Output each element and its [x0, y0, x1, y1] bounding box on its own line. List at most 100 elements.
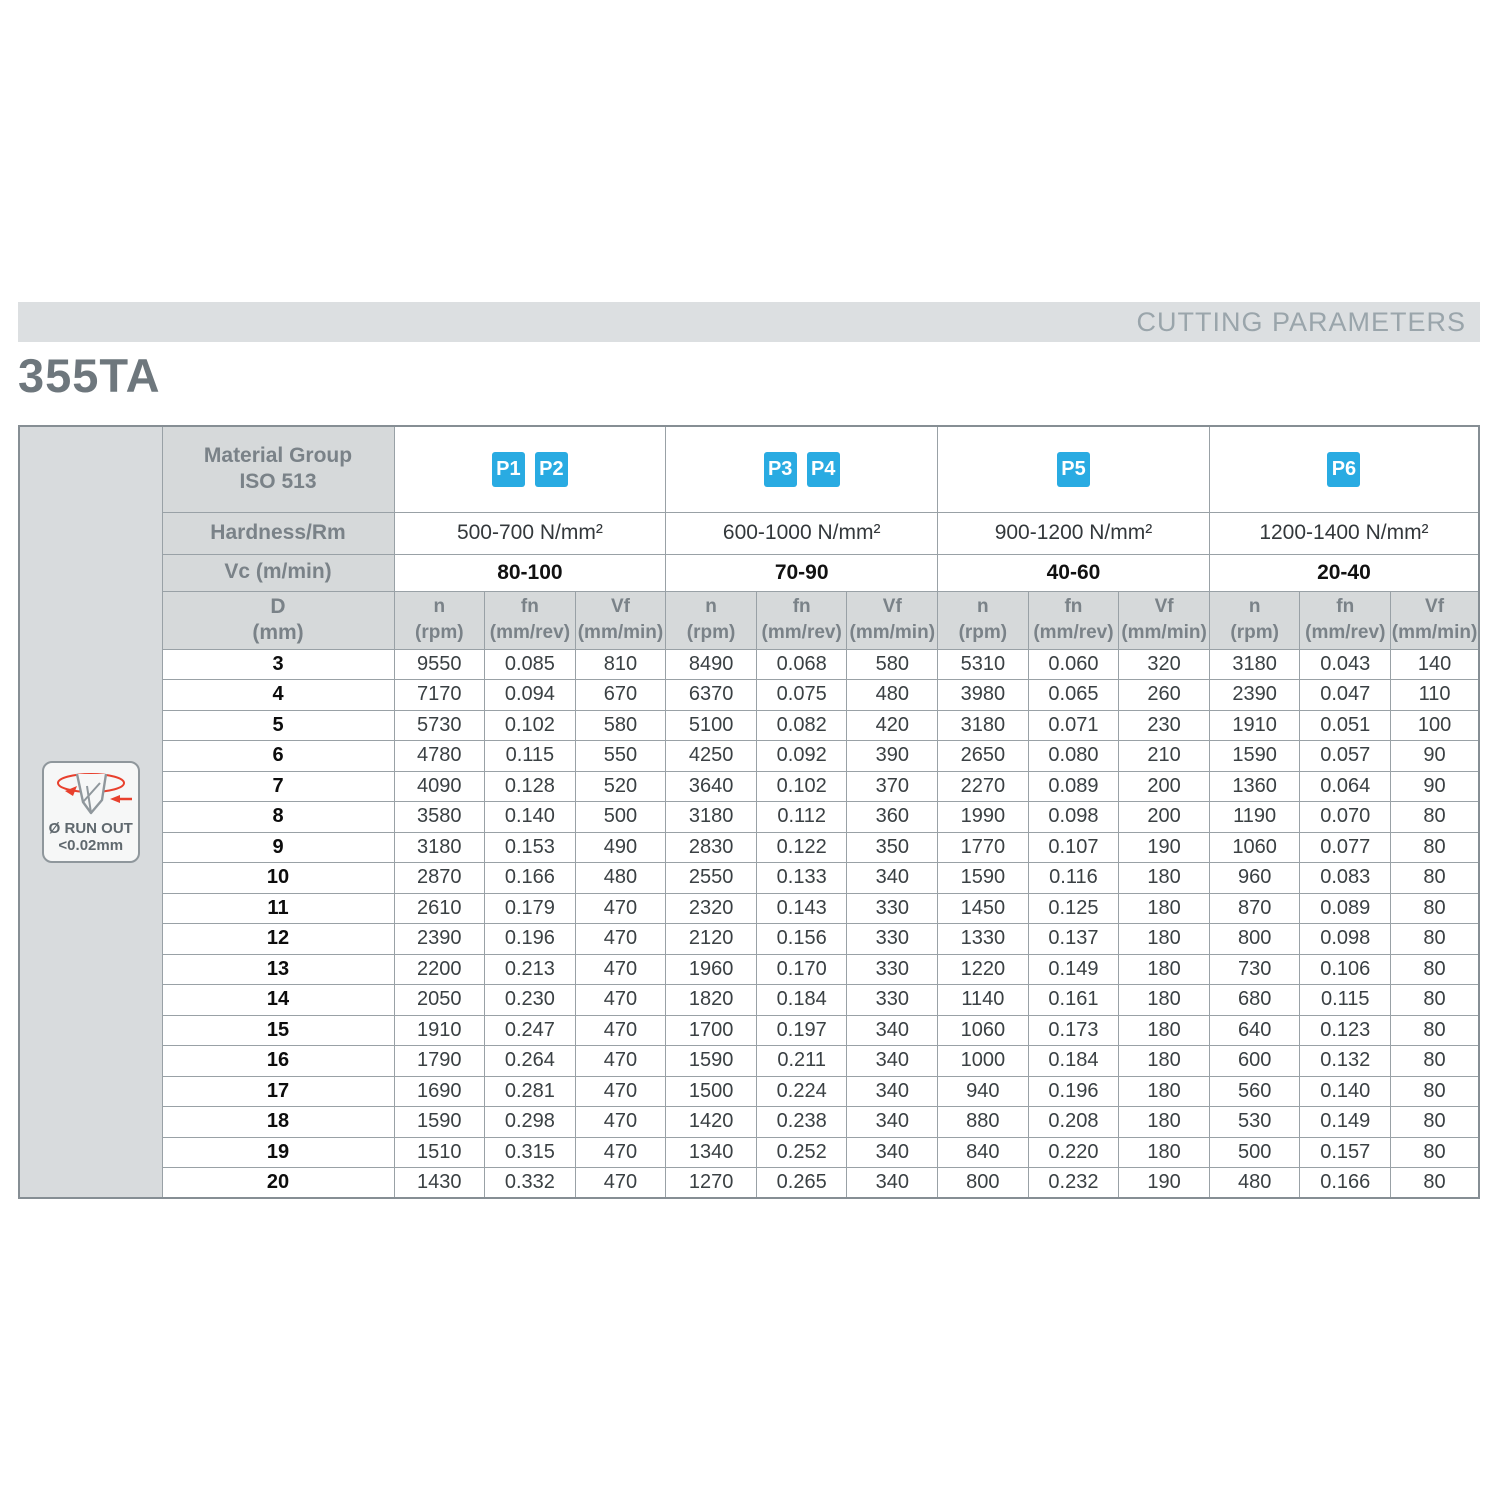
param-value: 0.153 — [484, 831, 576, 863]
param-value: 340 — [846, 862, 939, 894]
param-value: 180 — [1118, 862, 1210, 894]
vc-value: 40-60 — [937, 553, 1210, 592]
param-value: 180 — [1118, 1075, 1210, 1107]
table-row: 16 1790 0.264 470 1590 0.211 340 1000 0.184 180 60… — [19, 1045, 1480, 1077]
d-mm-value: 11 — [161, 892, 395, 924]
table-row: 6 4780 0.115 550 4250 0.092 390 2650 0.080 210 159… — [19, 740, 1480, 772]
param-value: 0.252 — [755, 1136, 848, 1168]
param-value: 1790 — [393, 1045, 486, 1077]
param-value: 640 — [1208, 1014, 1301, 1046]
param-value: 480 — [846, 679, 939, 711]
param-value: 550 — [574, 740, 667, 772]
runout-label: Ø RUN OUT — [48, 819, 133, 837]
param-value: 0.083 — [1299, 862, 1392, 894]
group-p5-cell: P5 — [937, 425, 1210, 513]
param-value: 1910 — [393, 1014, 486, 1046]
vf-header: Vf (mm/min) — [1390, 590, 1480, 650]
param-value: 1140 — [937, 984, 1029, 1016]
param-value: 3180 — [393, 831, 486, 863]
param-value: 580 — [574, 709, 667, 741]
param-value: 180 — [1118, 984, 1210, 1016]
param-value: 80 — [1390, 1075, 1480, 1107]
param-value: 0.166 — [1299, 1167, 1392, 1199]
param-value: 0.211 — [755, 1045, 848, 1077]
fn-header: fn (mm/rev) — [755, 590, 848, 650]
param-value: 330 — [846, 892, 939, 924]
param-value: 0.332 — [484, 1167, 576, 1199]
param-value: 140 — [1390, 648, 1480, 680]
param-value: 0.166 — [484, 862, 576, 894]
param-value: 0.094 — [484, 679, 576, 711]
param-value: 0.184 — [1027, 1045, 1120, 1077]
param-value: 960 — [1208, 862, 1301, 894]
param-value: 800 — [1208, 923, 1301, 955]
param-value: 0.157 — [1299, 1136, 1392, 1168]
param-value: 0.122 — [755, 831, 848, 863]
param-value: 810 — [574, 648, 667, 680]
param-value: 2320 — [665, 892, 757, 924]
hardness-value: 1200-1400 N/mm² — [1208, 511, 1480, 555]
param-value: 0.123 — [1299, 1014, 1392, 1046]
param-value: 0.196 — [1027, 1075, 1120, 1107]
param-value: 3640 — [665, 770, 757, 802]
param-value: 470 — [574, 1106, 667, 1138]
param-value: 670 — [574, 679, 667, 711]
param-value: 0.102 — [755, 770, 848, 802]
param-value: 0.264 — [484, 1045, 576, 1077]
table-row: 3 9550 0.085 810 8490 0.068 580 5310 0.060 320 318… — [19, 648, 1480, 680]
param-value: 1590 — [665, 1045, 757, 1077]
param-value: 1450 — [937, 892, 1029, 924]
param-value: 0.224 — [755, 1075, 848, 1107]
param-value: 2550 — [665, 862, 757, 894]
param-value: 0.115 — [484, 740, 576, 772]
param-value: 0.106 — [1299, 953, 1392, 985]
param-value: 1270 — [665, 1167, 757, 1199]
vc-value: 20-40 — [1208, 553, 1480, 592]
param-value: 80 — [1390, 953, 1480, 985]
param-value: 90 — [1390, 770, 1480, 802]
param-value: 2270 — [937, 770, 1029, 802]
d-mm-value: 20 — [161, 1167, 395, 1199]
param-value: 6370 — [665, 679, 757, 711]
param-value: 480 — [1208, 1167, 1301, 1199]
param-value: 0.208 — [1027, 1106, 1120, 1138]
param-value: 0.281 — [484, 1075, 576, 1107]
d-mm-value: 18 — [161, 1106, 395, 1138]
param-value: 3980 — [937, 679, 1029, 711]
section-header-label: CUTTING PARAMETERS — [1136, 307, 1466, 337]
param-value: 9550 — [393, 648, 486, 680]
param-value: 530 — [1208, 1106, 1301, 1138]
table-row: 7 4090 0.128 520 3640 0.102 370 2270 0.089 200 136… — [19, 770, 1480, 802]
param-value: 1360 — [1208, 770, 1301, 802]
hardness-value: 600-1000 N/mm² — [665, 511, 939, 555]
param-value: 5730 — [393, 709, 486, 741]
param-value: 2650 — [937, 740, 1029, 772]
param-value: 340 — [846, 1045, 939, 1077]
param-value: 4780 — [393, 740, 486, 772]
n-rpm-header: n (rpm) — [665, 590, 757, 650]
group-p6-cell: P6 — [1208, 425, 1480, 513]
table-row: 15 1910 0.247 470 1700 0.197 340 1060 0.173 180 64… — [19, 1014, 1480, 1046]
fn-header: fn (mm/rev) — [484, 590, 576, 650]
param-value: 3580 — [393, 801, 486, 833]
param-value: 0.098 — [1027, 801, 1120, 833]
table-row: 4 7170 0.094 670 6370 0.075 480 3980 0.065 260 239… — [19, 679, 1480, 711]
param-value: 100 — [1390, 709, 1480, 741]
param-value: 470 — [574, 1014, 667, 1046]
param-value: 0.133 — [755, 862, 848, 894]
param-value: 0.089 — [1299, 892, 1392, 924]
param-value: 0.197 — [755, 1014, 848, 1046]
table-row: 10 2870 0.166 480 2550 0.133 340 1590 0.116 180 96… — [19, 862, 1480, 894]
param-value: 1060 — [937, 1014, 1029, 1046]
param-value: 330 — [846, 923, 939, 955]
param-value: 0.140 — [1299, 1075, 1392, 1107]
param-value: 5100 — [665, 709, 757, 741]
param-value: 3180 — [1208, 648, 1301, 680]
fn-header: fn (mm/rev) — [1027, 590, 1120, 650]
param-value: 470 — [574, 1075, 667, 1107]
table-row: 12 2390 0.196 470 2120 0.156 330 1330 0.137 180 80… — [19, 923, 1480, 955]
material-group-label: Material Group ISO 513 — [161, 425, 395, 513]
param-value: 0.060 — [1027, 648, 1120, 680]
param-value: 80 — [1390, 984, 1480, 1016]
table-row: 19 1510 0.315 470 1340 0.252 340 840 0.220 180 500… — [19, 1136, 1480, 1168]
